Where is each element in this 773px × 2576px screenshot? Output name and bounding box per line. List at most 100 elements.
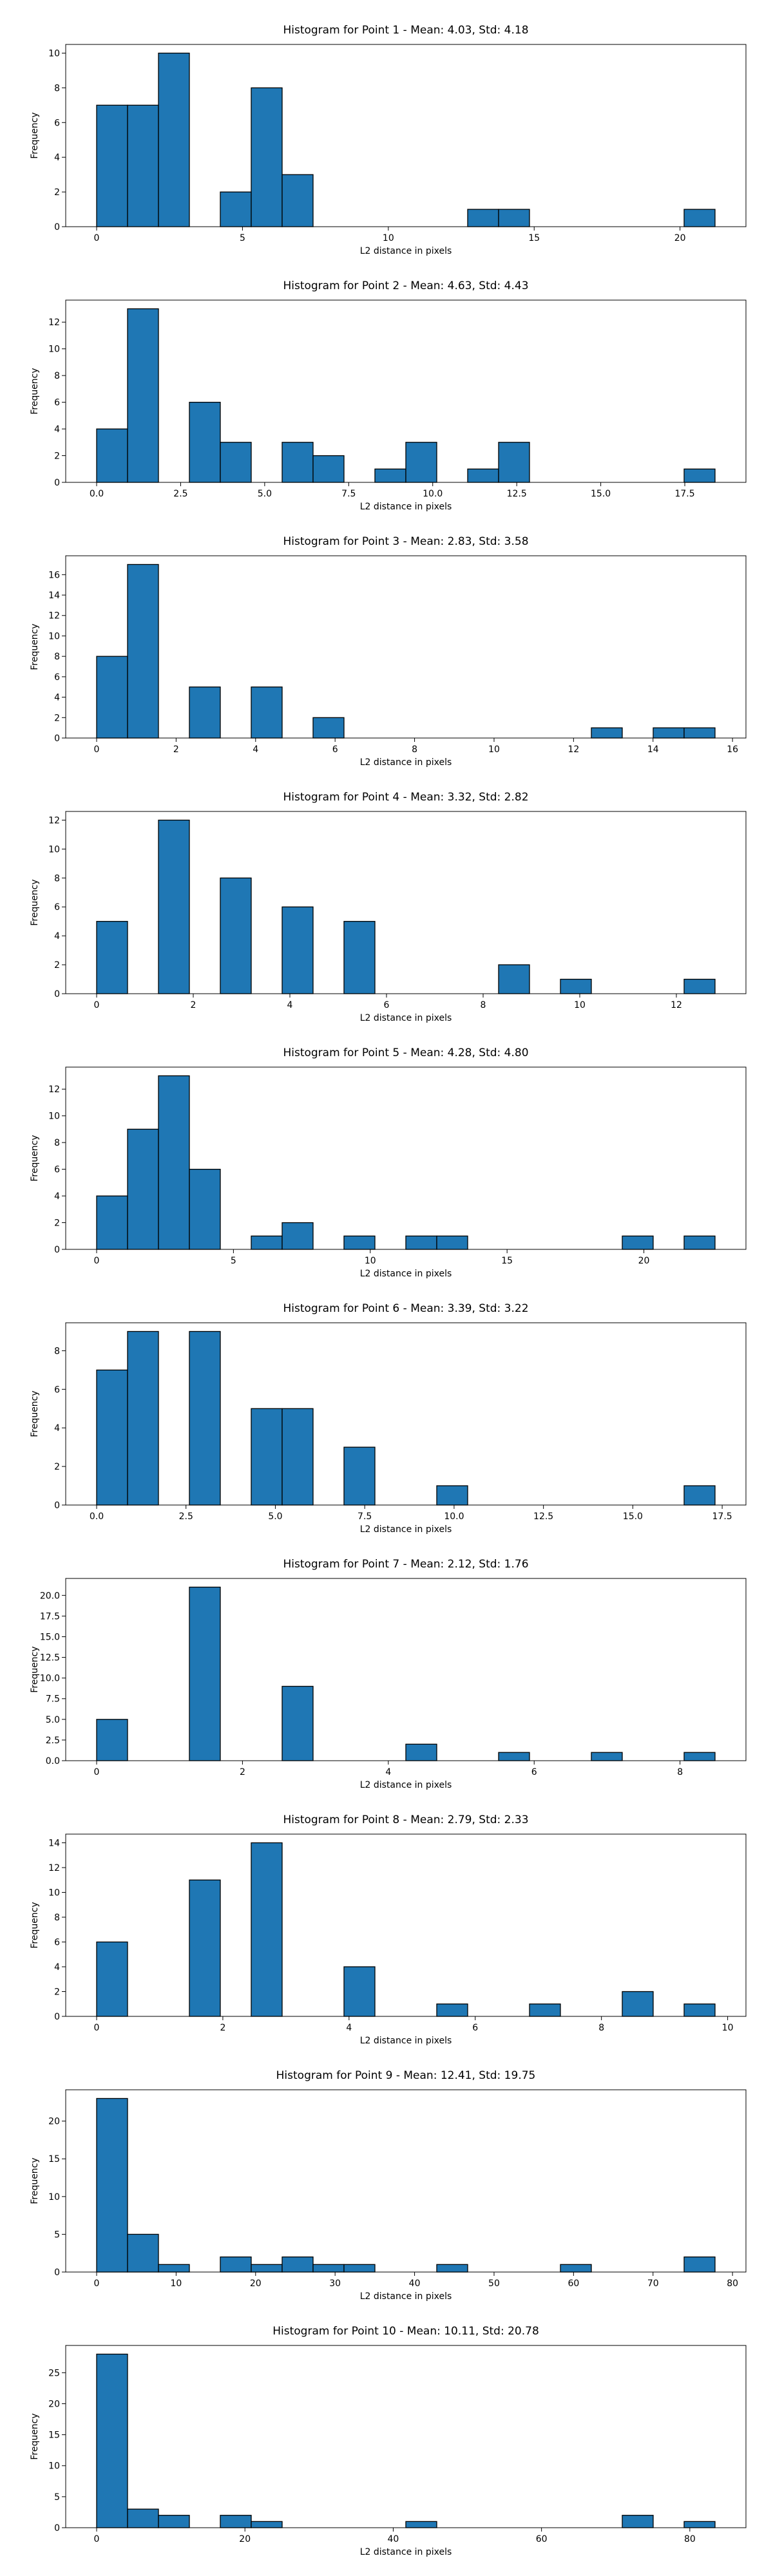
- x-tick-label: 8: [598, 2023, 604, 2033]
- y-tick-label: 5.0: [46, 1715, 60, 1725]
- y-tick-label: 8: [54, 371, 60, 381]
- x-tick-label: 17.5: [674, 489, 694, 499]
- x-tick-label: 15: [501, 1256, 513, 1266]
- x-axis-label: L2 distance in pixels: [360, 2547, 452, 2557]
- histogram-bar: [436, 2003, 468, 2017]
- plot-frame: [65, 811, 747, 994]
- x-tick-label: 17.5: [712, 1511, 732, 1522]
- y-tick-label: 10: [48, 345, 60, 355]
- x-tick-label: 2: [240, 1767, 245, 1777]
- subplot: Histogram for Point 10 - Mean: 10.11, St…: [30, 2325, 747, 2557]
- y-tick-label: 12.5: [40, 1653, 60, 1663]
- y-tick-label: 0: [54, 2012, 60, 2022]
- y-tick-label: 4: [54, 1962, 60, 1973]
- histogram-bar: [591, 1752, 623, 1761]
- histogram-bar: [127, 1128, 159, 1250]
- x-tick-label: 10: [365, 1256, 376, 1266]
- histogram-bar: [405, 2521, 437, 2528]
- x-tick-label: 10: [574, 1000, 586, 1010]
- x-axis-label: L2 distance in pixels: [360, 1269, 452, 1279]
- x-tick-label: 5: [231, 1256, 236, 1266]
- subplot: Histogram for Point 2 - Mean: 4.63, Std:…: [30, 279, 747, 512]
- y-tick-label: 5: [54, 2230, 60, 2240]
- x-tick-label: 8: [677, 1767, 683, 1777]
- histogram-bar: [683, 468, 716, 483]
- x-tick-label: 0: [94, 744, 100, 755]
- x-tick-label: 12: [671, 1000, 682, 1010]
- y-axis-label: Frequency: [30, 112, 40, 158]
- histogram-bar: [96, 2098, 128, 2273]
- chart-title: Histogram for Point 10 - Mean: 10.11, St…: [272, 2325, 539, 2338]
- y-axis-label: Frequency: [30, 1646, 40, 1692]
- x-axis-label: L2 distance in pixels: [360, 2036, 452, 2046]
- subplot: Histogram for Point 7 - Mean: 2.12, Std:…: [30, 1558, 747, 1790]
- histogram-bar: [251, 2521, 283, 2528]
- x-tick-label: 10.0: [423, 489, 443, 499]
- histogram-bar: [282, 906, 314, 994]
- histogram-bar: [683, 727, 716, 739]
- y-tick-label: 10: [48, 1112, 60, 1122]
- histogram-bar: [251, 687, 283, 739]
- y-axis-label: Frequency: [30, 2413, 40, 2459]
- x-tick-label: 2: [220, 2023, 225, 2033]
- histogram-bar: [282, 1222, 314, 1250]
- y-tick-label: 20: [48, 2117, 60, 2127]
- y-tick-label: 0: [54, 2268, 60, 2278]
- x-tick-label: 10: [170, 2278, 182, 2289]
- y-tick-label: 2: [54, 1987, 60, 1997]
- histogram-bar: [127, 1331, 159, 1506]
- x-tick-label: 80: [727, 2278, 738, 2289]
- histogram-bar: [158, 1075, 190, 1250]
- histogram-bar: [96, 104, 128, 227]
- x-tick-label: 0: [94, 1256, 100, 1266]
- y-tick-label: 0: [54, 989, 60, 999]
- y-tick-label: 8: [54, 1913, 60, 1923]
- x-tick-label: 14: [647, 744, 659, 755]
- y-tick-label: 4: [54, 1423, 60, 1434]
- histogram-bar: [498, 1752, 530, 1761]
- x-tick-label: 0: [94, 1767, 100, 1777]
- histogram-bar: [251, 87, 283, 227]
- y-tick-label: 4: [54, 424, 60, 435]
- histogram-bar: [96, 1195, 128, 1250]
- x-tick-label: 20: [250, 2278, 262, 2289]
- chart-title: Histogram for Point 3 - Mean: 2.83, Std:…: [283, 535, 528, 548]
- y-tick-label: 12: [48, 815, 60, 826]
- x-tick-label: 6: [472, 2023, 478, 2033]
- histogram-bar: [127, 308, 159, 483]
- histogram-bar: [312, 717, 345, 739]
- x-tick-label: 12.5: [533, 1511, 553, 1522]
- x-tick-label: 2.5: [173, 489, 187, 499]
- histogram-bar: [683, 2521, 716, 2528]
- x-tick-label: 5.0: [258, 489, 272, 499]
- histogram-bar: [189, 401, 221, 483]
- y-axis-label: Frequency: [30, 368, 40, 414]
- y-tick-label: 25: [48, 2368, 60, 2378]
- y-tick-label: 10: [48, 2192, 60, 2202]
- plot-frame: [65, 2089, 747, 2273]
- histogram-bar: [251, 2264, 283, 2273]
- y-tick-label: 17.5: [40, 1611, 60, 1622]
- histogram-bar: [343, 921, 376, 994]
- histogram-bar: [683, 1485, 716, 1506]
- y-tick-label: 8: [54, 1138, 60, 1148]
- x-tick-label: 0: [94, 233, 100, 243]
- y-tick-label: 5: [54, 2492, 60, 2503]
- x-axis-label: L2 distance in pixels: [360, 1524, 452, 1535]
- x-tick-label: 4: [385, 1767, 391, 1777]
- histogram-bar: [189, 1168, 221, 1250]
- x-tick-label: 60: [568, 2278, 579, 2289]
- plot-frame: [65, 555, 747, 739]
- y-tick-label: 12: [48, 1863, 60, 1873]
- histogram-bar: [220, 877, 252, 994]
- x-tick-label: 2.5: [179, 1511, 193, 1522]
- histogram-bar: [282, 442, 314, 483]
- y-tick-label: 2: [54, 1218, 60, 1229]
- y-tick-label: 14: [48, 591, 60, 601]
- x-tick-label: 15.0: [623, 1511, 643, 1522]
- y-tick-label: 10: [48, 844, 60, 855]
- subplot: Histogram for Point 3 - Mean: 2.83, Std:…: [30, 535, 747, 768]
- y-tick-label: 2: [54, 960, 60, 971]
- x-tick-label: 10: [722, 2023, 734, 2033]
